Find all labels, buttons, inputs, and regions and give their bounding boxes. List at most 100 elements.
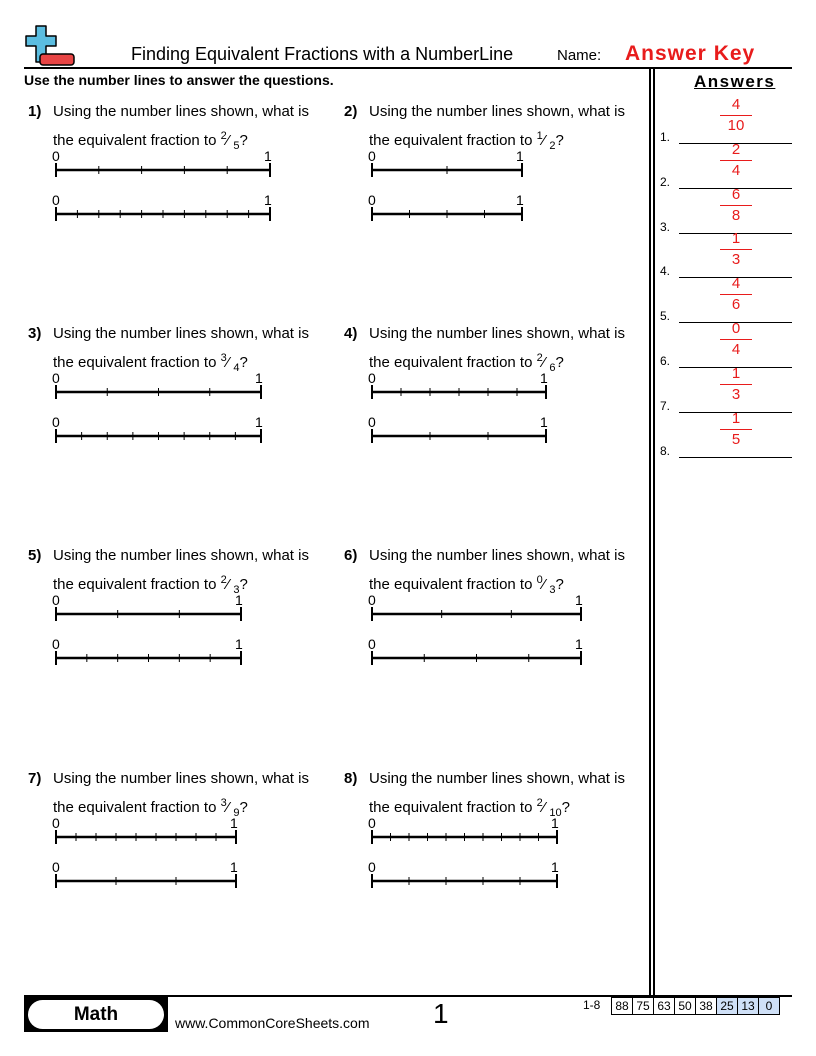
answer-column-divider <box>649 68 651 996</box>
question-text-line2: the equivalent fraction to 3⁄ 4? <box>53 352 248 374</box>
number-line-label-end: 1 <box>551 859 559 875</box>
number-line-label-start: 0 <box>52 636 60 652</box>
question-prefix: the equivalent fraction to <box>369 132 537 149</box>
answer-label: 3. <box>660 219 671 234</box>
score-cell: 75 <box>633 997 654 1015</box>
fraction-bar <box>720 159 752 161</box>
number-line-top <box>371 385 547 399</box>
number-line-top <box>55 385 262 399</box>
number-line-label-start: 0 <box>52 815 60 831</box>
question-suffix: ? <box>555 576 564 593</box>
question-text: Using the number lines shown, what is <box>369 770 625 787</box>
fraction-numerator: 3 <box>220 352 227 364</box>
question-number: 7) <box>28 770 42 787</box>
answers-heading: Answers <box>694 72 776 91</box>
answer-denominator: 5 <box>731 430 741 448</box>
question-number: 6) <box>344 547 358 564</box>
number-line-label-start: 0 <box>368 148 376 164</box>
question-4: 4) Using the number lines shown, what is… <box>344 322 644 522</box>
answer-label: 6. <box>660 354 671 368</box>
answer-label: 1. <box>660 130 671 144</box>
number-line-bottom <box>55 429 262 443</box>
question-text-line2: the equivalent fraction to 0⁄ 3? <box>369 574 564 596</box>
question-number: 8) <box>344 770 358 787</box>
question-text-line2: the equivalent fraction to 2⁄ 10? <box>369 797 571 819</box>
name-value: Answer Key <box>625 42 756 65</box>
subject-badge: Math <box>28 1000 164 1029</box>
number-line-label-start: 0 <box>368 815 376 831</box>
number-line-label-start: 0 <box>52 414 60 430</box>
fraction-denominator: 2 <box>549 140 556 152</box>
header-divider <box>24 67 792 69</box>
answer-numerator: 4 <box>731 275 741 293</box>
score-cell: 13 <box>738 997 759 1015</box>
question-prefix: the equivalent fraction to <box>369 354 537 371</box>
answer-label: 4. <box>660 264 671 279</box>
question-text: Using the number lines shown, what is <box>53 547 309 564</box>
question-prefix: the equivalent fraction to <box>369 799 537 816</box>
question-text: Using the number lines shown, what is <box>53 325 309 342</box>
question-text: Using the number lines shown, what is <box>369 103 625 120</box>
answer-numerator: 2 <box>731 140 741 158</box>
number-line-label-end: 1 <box>264 192 272 208</box>
answer-numerator: 0 <box>731 320 741 337</box>
number-line-label-start: 0 <box>52 592 60 608</box>
question-prefix: the equivalent fraction to <box>53 132 221 149</box>
fraction-denominator: 9 <box>233 807 240 819</box>
number-line-top <box>55 163 271 177</box>
question-suffix: ? <box>555 132 564 149</box>
score-cell: 25 <box>717 997 738 1015</box>
fraction-bar <box>720 249 752 251</box>
number-line-label-end: 1 <box>540 414 548 430</box>
question-suffix: ? <box>239 799 248 816</box>
question-2: 2) Using the number lines shown, what is… <box>344 100 644 300</box>
page-number: 1 <box>433 998 449 1029</box>
fraction-numerator: 2 <box>220 574 227 586</box>
answer-denominator: 4 <box>731 341 741 358</box>
question-suffix: ? <box>561 799 571 816</box>
number-line-label-end: 1 <box>255 370 263 386</box>
fraction-bar <box>720 115 752 116</box>
number-line-label-start: 0 <box>368 636 376 652</box>
question-prefix: the equivalent fraction to <box>53 576 221 593</box>
fraction-numerator: 2 <box>220 130 227 142</box>
answer-underline <box>679 411 792 413</box>
score-table: 88 75 63 50 38 25 13 0 <box>611 997 780 1015</box>
site-url: www.CommonCoreSheets.com <box>175 1015 370 1031</box>
question-text-line2: the equivalent fraction to 2⁄ 3? <box>53 574 248 596</box>
question-text-line2: the equivalent fraction to 3⁄ 9? <box>53 797 248 819</box>
question-text-line2: the equivalent fraction to 1⁄ 2? <box>369 130 564 152</box>
number-line-label-start: 0 <box>368 192 376 208</box>
question-number: 5) <box>28 547 42 564</box>
number-line-label-end: 1 <box>516 192 524 208</box>
question-number: 3) <box>28 325 42 342</box>
score-range: 1-8 <box>583 998 601 1012</box>
number-line-label-start: 0 <box>52 148 60 164</box>
number-line-label-end: 1 <box>255 414 263 430</box>
answer-numerator: 4 <box>731 96 741 113</box>
number-line-label-end: 1 <box>575 592 583 608</box>
answer-underline <box>679 322 792 324</box>
fraction-denominator: 6 <box>549 362 556 374</box>
number-line-label-end: 1 <box>264 148 272 164</box>
score-cell: 0 <box>759 997 780 1015</box>
number-line-label-end: 1 <box>230 815 238 831</box>
question-8: 8) Using the number lines shown, what is… <box>344 767 644 967</box>
number-line-label-end: 1 <box>575 636 583 652</box>
answer-underline <box>679 143 792 144</box>
answer-numerator: 1 <box>731 409 741 427</box>
question-prefix: the equivalent fraction to <box>369 576 537 593</box>
question-text-line2: the equivalent fraction to 2⁄ 5? <box>53 130 248 152</box>
fraction-numerator: 0 <box>536 574 543 586</box>
fraction-numerator: 1 <box>536 130 543 142</box>
score-cell: 88 <box>611 997 633 1015</box>
number-line-top <box>55 607 242 621</box>
answer-fraction: 4 10 <box>720 96 752 135</box>
